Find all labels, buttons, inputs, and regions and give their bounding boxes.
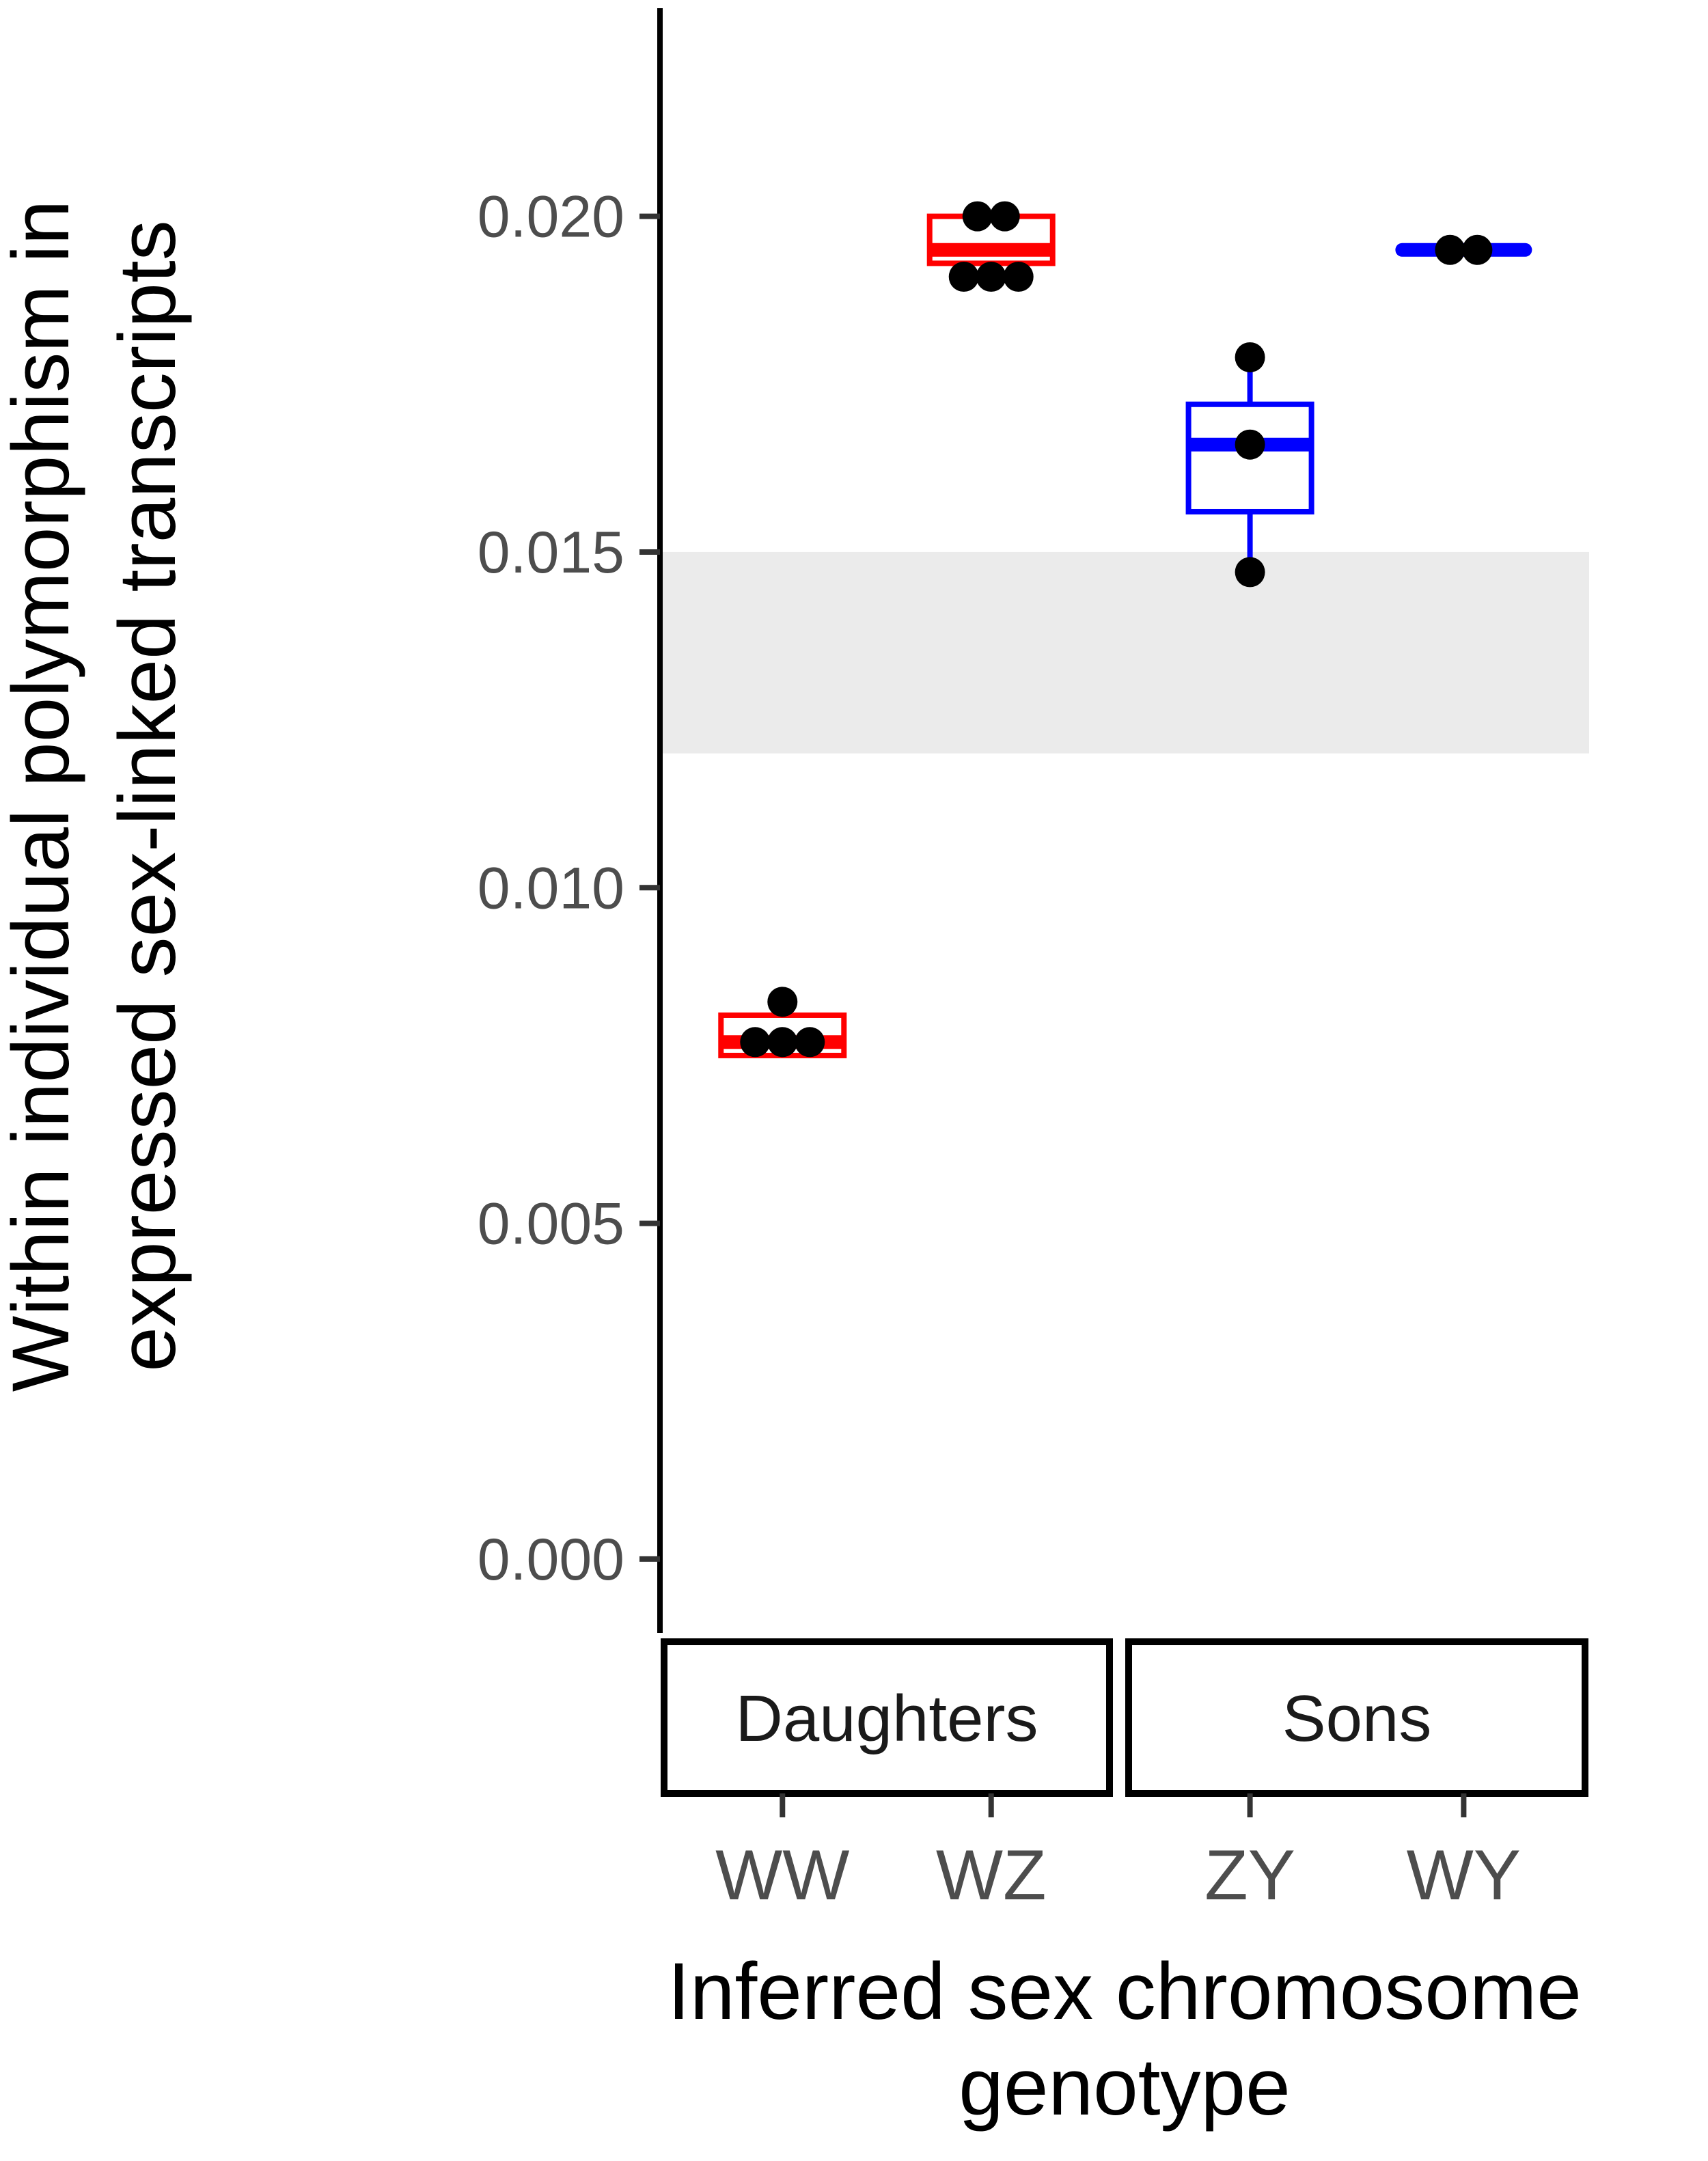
data-point: [1462, 234, 1493, 265]
data-point: [1235, 342, 1265, 372]
facet-strip: [661, 1638, 1113, 1797]
y-tick-label: 0.005: [478, 1192, 624, 1257]
data-point: [1003, 262, 1034, 292]
y-tick-label: 0.020: [478, 184, 624, 250]
data-point: [962, 201, 993, 232]
y-tick-label: 0.010: [478, 855, 624, 921]
x-tick-label: ZY: [1204, 1836, 1295, 1915]
facet-strips: Daughters Sons: [661, 1638, 1588, 1797]
x-axis-title: Inferred sex chromosome: [667, 1946, 1582, 2037]
x-tick-label: WZ: [936, 1836, 1047, 1915]
data-point: [976, 262, 1006, 292]
reference-band: [660, 551, 1589, 754]
data-point: [795, 1027, 825, 1058]
x-tick-label: WY: [1407, 1836, 1521, 1915]
reference-band-layer: [660, 551, 1589, 754]
axis-titles: Within individual polymorphism in express…: [0, 200, 1582, 2132]
facet-strip-label: Daughters: [736, 1682, 1038, 1755]
data-point: [989, 201, 1020, 232]
x-axis: WW WZ ZY WY: [715, 1793, 1521, 1915]
y-axis: 0.000 0.005 0.010 0.015 0.020: [478, 8, 663, 1633]
x-tick-label: WW: [715, 1836, 849, 1915]
x-axis-title: genotype: [959, 2042, 1291, 2132]
data-point: [1235, 557, 1265, 588]
data-point: [767, 1027, 798, 1058]
facet-strip: [1125, 1638, 1588, 1797]
y-axis-title: expressed sex-linked transcripts: [102, 220, 193, 1371]
y-tick-label: 0.015: [478, 520, 624, 586]
y-axis-title: Within individual polymorphism in: [0, 200, 86, 1392]
facet-strip-label: Sons: [1282, 1682, 1432, 1755]
data-point: [948, 262, 979, 292]
point-layer: [740, 201, 1493, 1058]
data-point: [740, 1027, 771, 1058]
data-point: [767, 987, 798, 1017]
data-point: [1235, 429, 1265, 460]
y-tick-label: 0.000: [478, 1527, 624, 1593]
data-point: [1435, 234, 1465, 265]
